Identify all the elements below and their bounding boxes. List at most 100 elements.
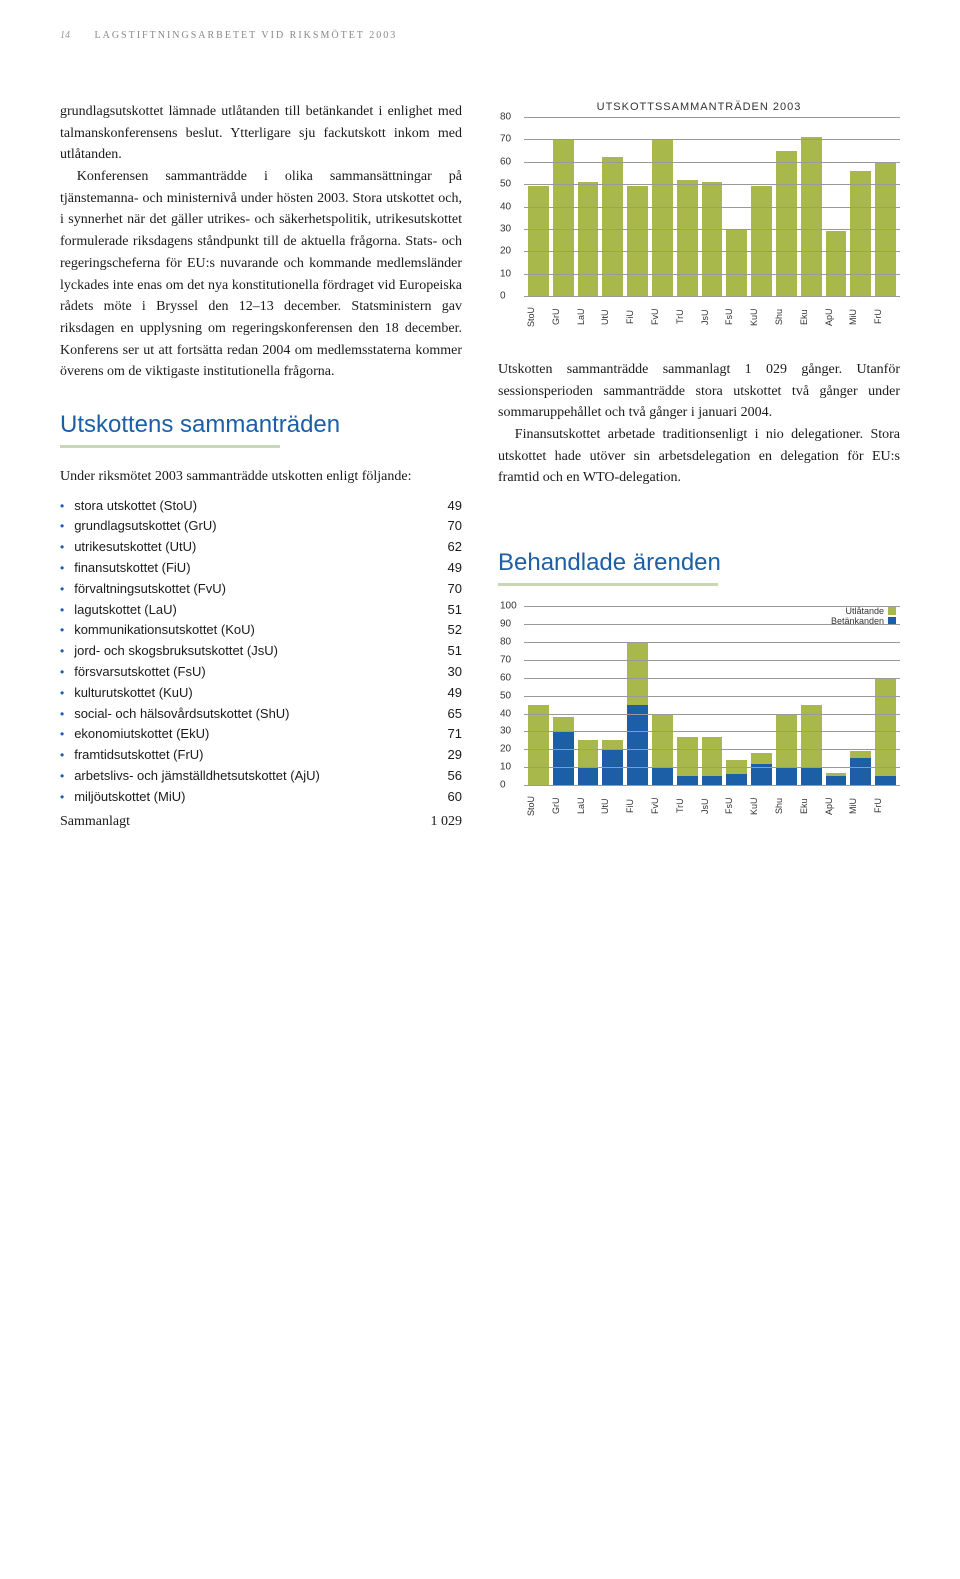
bullet-icon: • xyxy=(60,497,64,516)
x-axis-label: MiU xyxy=(848,303,873,331)
committee-label: förvaltningsutskottet (FvU) xyxy=(74,579,447,600)
body-paragraph: Under riksmötet 2003 sammanträdde utskot… xyxy=(60,466,462,488)
y-axis-label: 70 xyxy=(500,654,511,665)
bar xyxy=(850,171,871,296)
y-axis-label: 20 xyxy=(500,246,511,257)
gridline xyxy=(524,274,900,275)
bar-segment xyxy=(801,767,822,785)
x-axis-label: UtU xyxy=(600,792,625,820)
list-item: •försvarsutskottet (FsU)30 xyxy=(60,662,462,683)
x-axis-label: Shu xyxy=(774,303,799,331)
committee-label: kulturutskottet (KuU) xyxy=(74,683,447,704)
bar xyxy=(702,182,723,296)
gridline xyxy=(524,767,900,768)
gridline xyxy=(524,660,900,661)
committee-label: miljöutskottet (MiU) xyxy=(74,787,447,808)
bar-segment xyxy=(875,678,896,776)
x-axis-label: ApU xyxy=(824,303,849,331)
gridline xyxy=(524,251,900,252)
bar-segment xyxy=(602,740,623,749)
committee-label: arbetslivs- och jämställdhetsutskottet (… xyxy=(74,766,447,787)
y-axis-label: 0 xyxy=(500,291,506,302)
heading-underline xyxy=(498,583,718,586)
running-title: LAGSTIFTNINGSARBETET VID RIKSMÖTET 2003 xyxy=(95,30,398,41)
chart2-xlabels: StoUGrULaUUtUFiUFvUTrUJsUFsUKuUShuEkuApU… xyxy=(524,792,900,820)
right-column: UTSKOTTSSAMMANTRÄDEN 2003 01020304050607… xyxy=(498,101,900,848)
bar-segment xyxy=(702,737,723,776)
bullet-icon: • xyxy=(60,601,64,620)
list-item: •stora utskottet (StoU)49 xyxy=(60,496,462,517)
left-column: grundlagsutskottet lämnade utlåtanden ti… xyxy=(60,101,462,848)
bar-segment xyxy=(578,767,599,785)
chart1: 01020304050607080 StoUGrULaUUtUFiUFvUTrU… xyxy=(498,117,900,337)
x-axis-label: GrU xyxy=(551,303,576,331)
bullet-icon: • xyxy=(60,725,64,744)
y-axis-label: 0 xyxy=(500,780,506,791)
y-axis-label: 30 xyxy=(500,726,511,737)
y-axis-label: 20 xyxy=(500,744,511,755)
bar-segment xyxy=(850,758,871,785)
bullet-icon: • xyxy=(60,684,64,703)
x-axis-label: StoU xyxy=(526,792,551,820)
gridline xyxy=(524,749,900,750)
committee-value: 71 xyxy=(448,724,462,745)
committee-value: 56 xyxy=(448,766,462,787)
main-columns: grundlagsutskottet lämnade utlåtanden ti… xyxy=(60,101,900,848)
list-item: •förvaltningsutskottet (FvU)70 xyxy=(60,579,462,600)
gridline xyxy=(524,696,900,697)
list-item: •kommunikationsutskottet (KoU)52 xyxy=(60,620,462,641)
x-axis-label: FvU xyxy=(650,303,675,331)
bar-segment xyxy=(776,714,797,768)
committee-value: 52 xyxy=(448,620,462,641)
x-axis-label: FiU xyxy=(625,792,650,820)
gridline xyxy=(524,229,900,230)
gridline xyxy=(524,162,900,163)
x-axis-label: FiU xyxy=(625,303,650,331)
bullet-icon: • xyxy=(60,517,64,536)
bar-segment xyxy=(702,776,723,785)
gridline xyxy=(524,117,900,118)
bar-segment xyxy=(726,774,747,785)
x-axis-label: FsU xyxy=(724,792,749,820)
bar xyxy=(751,186,772,296)
bar-segment xyxy=(652,767,673,785)
bar xyxy=(528,186,549,296)
y-axis-label: 40 xyxy=(500,708,511,719)
total-row: Sammanlagt 1 029 xyxy=(60,814,462,830)
y-axis-label: 100 xyxy=(500,601,517,612)
bar xyxy=(553,139,574,296)
y-axis-label: 90 xyxy=(500,619,511,630)
list-item: •lagutskottet (LaU)51 xyxy=(60,600,462,621)
bar-segment xyxy=(751,753,772,764)
running-header: 14 LAGSTIFTNINGSARBETET VID RIKSMÖTET 20… xyxy=(60,30,900,41)
committee-value: 62 xyxy=(448,537,462,558)
list-item: •finansutskottet (FiU)49 xyxy=(60,558,462,579)
chart1-title: UTSKOTTSSAMMANTRÄDEN 2003 xyxy=(498,101,900,113)
bar xyxy=(826,231,847,296)
gridline xyxy=(524,624,900,625)
body-paragraph: grundlagsutskottet lämnade utlåtanden ti… xyxy=(60,101,462,166)
bar xyxy=(652,139,673,296)
x-axis-label: Shu xyxy=(774,792,799,820)
bullet-icon: • xyxy=(60,559,64,578)
list-item: •social- och hälsovårdsutskottet (ShU)65 xyxy=(60,704,462,725)
bar-segment xyxy=(850,751,871,758)
heading-underline xyxy=(60,445,280,448)
page-number: 14 xyxy=(60,30,70,41)
total-label: Sammanlagt xyxy=(60,814,431,830)
bullet-icon: • xyxy=(60,538,64,557)
section-heading-sammantraden: Utskottens sammanträden xyxy=(60,411,462,439)
bullet-icon: • xyxy=(60,705,64,724)
committee-value: 51 xyxy=(448,641,462,662)
y-axis-label: 50 xyxy=(500,179,511,190)
y-axis-label: 50 xyxy=(500,690,511,701)
bar-segment xyxy=(776,767,797,785)
total-value: 1 029 xyxy=(431,814,463,830)
x-axis-label: TrU xyxy=(675,303,700,331)
committee-label: social- och hälsovårdsutskottet (ShU) xyxy=(74,704,447,725)
gridline xyxy=(524,642,900,643)
y-axis-label: 70 xyxy=(500,134,511,145)
gridline xyxy=(524,184,900,185)
bar-segment xyxy=(553,731,574,785)
bar xyxy=(602,157,623,296)
